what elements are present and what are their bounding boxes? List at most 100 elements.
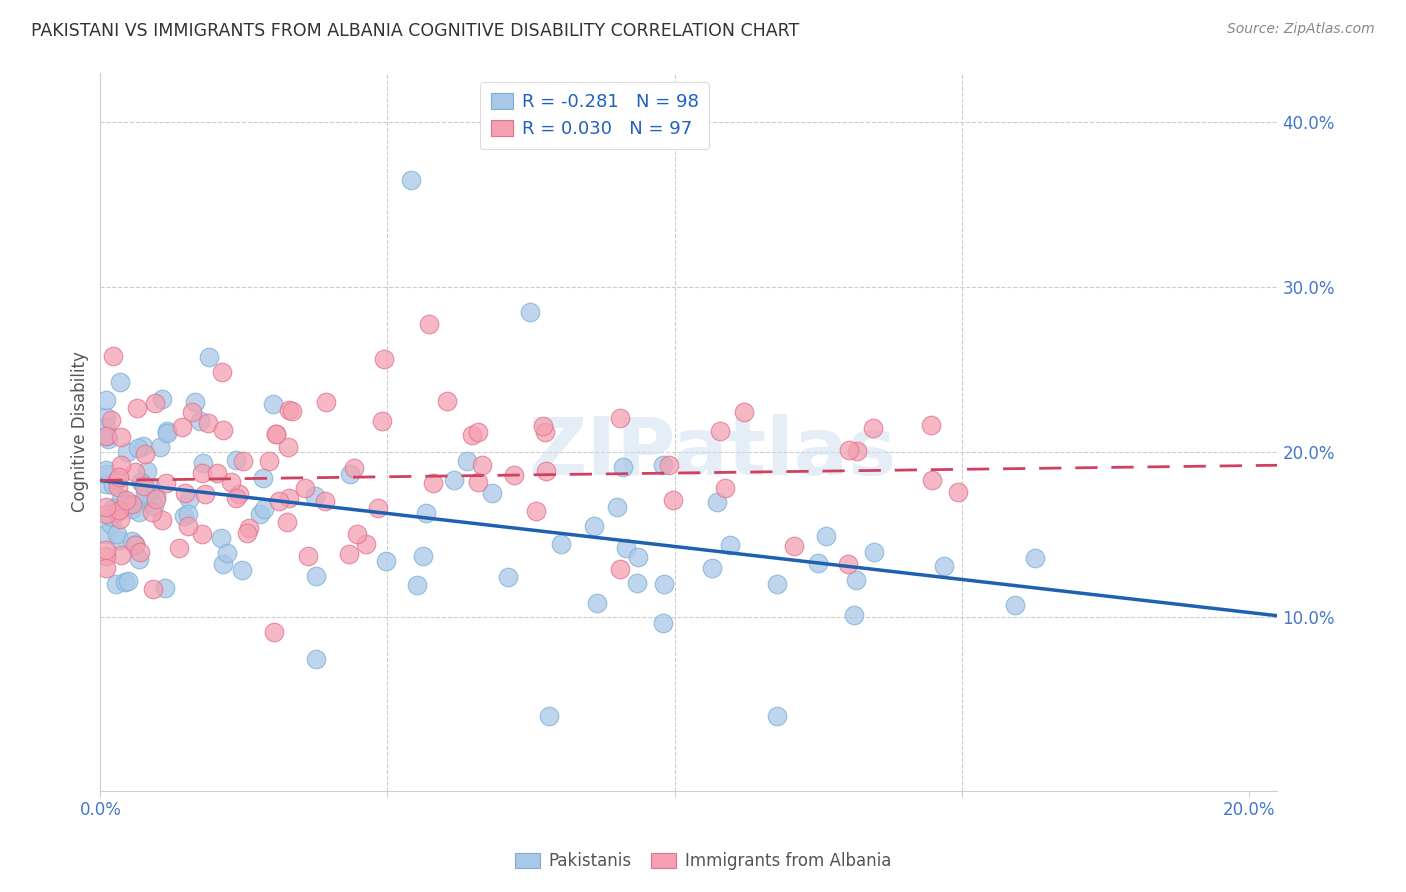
- Point: [105, 577, 128, 591]
- Point: [921, 473, 943, 487]
- Point: [456, 454, 478, 468]
- Point: [110, 549, 132, 563]
- Point: [94, 477, 117, 491]
- Point: [267, 493, 290, 508]
- Point: [783, 539, 806, 553]
- Point: [128, 505, 150, 519]
- Point: [232, 453, 254, 467]
- Point: [702, 560, 724, 574]
- Point: [94, 507, 117, 521]
- Point: [134, 491, 156, 506]
- Point: [142, 582, 165, 597]
- Point: [128, 552, 150, 566]
- Point: [172, 420, 194, 434]
- Point: [714, 481, 737, 495]
- Point: [120, 497, 142, 511]
- Point: [806, 556, 828, 570]
- Point: [94, 419, 117, 434]
- Point: [609, 562, 631, 576]
- Point: [550, 537, 572, 551]
- Point: [124, 465, 146, 479]
- Point: [155, 475, 177, 490]
- Point: [627, 549, 650, 564]
- Point: [236, 526, 259, 541]
- Point: [117, 574, 139, 588]
- Point: [658, 458, 681, 472]
- Point: [1024, 551, 1046, 566]
- Point: [110, 512, 132, 526]
- Point: [612, 460, 634, 475]
- Point: [96, 432, 118, 446]
- Point: [766, 709, 789, 723]
- Point: [253, 502, 276, 516]
- Point: [101, 478, 124, 492]
- Point: [107, 505, 129, 519]
- Point: [217, 546, 239, 560]
- Point: [132, 478, 155, 492]
- Point: [173, 509, 195, 524]
- Point: [129, 475, 152, 489]
- Point: [471, 458, 494, 472]
- Point: [436, 394, 458, 409]
- Legend: R = -0.281   N = 98, R = 0.030   N = 97: R = -0.281 N = 98, R = 0.030 N = 97: [479, 82, 710, 149]
- Point: [538, 709, 561, 723]
- Point: [197, 416, 219, 430]
- Point: [115, 497, 138, 511]
- Point: [228, 487, 250, 501]
- Point: [652, 577, 675, 591]
- Text: ZIPatlas: ZIPatlas: [529, 414, 897, 492]
- Point: [373, 351, 395, 366]
- Point: [121, 502, 143, 516]
- Point: [815, 528, 838, 542]
- Point: [264, 427, 287, 442]
- Point: [156, 425, 179, 440]
- Point: [932, 558, 955, 573]
- Point: [842, 608, 865, 623]
- Point: [96, 428, 118, 442]
- Point: [132, 439, 155, 453]
- Point: [145, 489, 167, 503]
- Point: [177, 507, 200, 521]
- Point: [134, 447, 156, 461]
- Point: [191, 456, 214, 470]
- Point: [129, 545, 152, 559]
- Point: [481, 486, 503, 500]
- Point: [534, 425, 557, 440]
- Point: [108, 375, 131, 389]
- Point: [264, 427, 287, 442]
- Point: [134, 485, 156, 500]
- Point: [1004, 598, 1026, 612]
- Point: [183, 394, 205, 409]
- Point: [461, 428, 484, 442]
- Point: [862, 545, 884, 559]
- Point: [198, 350, 221, 364]
- Point: [143, 499, 166, 513]
- Point: [405, 578, 427, 592]
- Point: [946, 485, 969, 500]
- Point: [143, 396, 166, 410]
- Point: [211, 365, 233, 379]
- Point: [467, 425, 489, 439]
- Point: [354, 537, 377, 551]
- Point: [121, 533, 143, 548]
- Point: [139, 494, 162, 508]
- Point: [156, 424, 179, 438]
- Point: [249, 508, 271, 522]
- Point: [174, 485, 197, 500]
- Point: [94, 409, 117, 424]
- Point: [524, 504, 547, 518]
- Point: [107, 470, 129, 484]
- Point: [374, 554, 396, 568]
- Point: [127, 401, 149, 416]
- Point: [259, 454, 281, 468]
- Point: [150, 392, 173, 406]
- Point: [277, 403, 299, 417]
- Point: [315, 395, 337, 409]
- Point: [169, 541, 191, 555]
- Point: [127, 441, 149, 455]
- Point: [837, 558, 859, 572]
- Point: [343, 461, 366, 475]
- Point: [766, 577, 789, 591]
- Point: [124, 537, 146, 551]
- Point: [626, 576, 648, 591]
